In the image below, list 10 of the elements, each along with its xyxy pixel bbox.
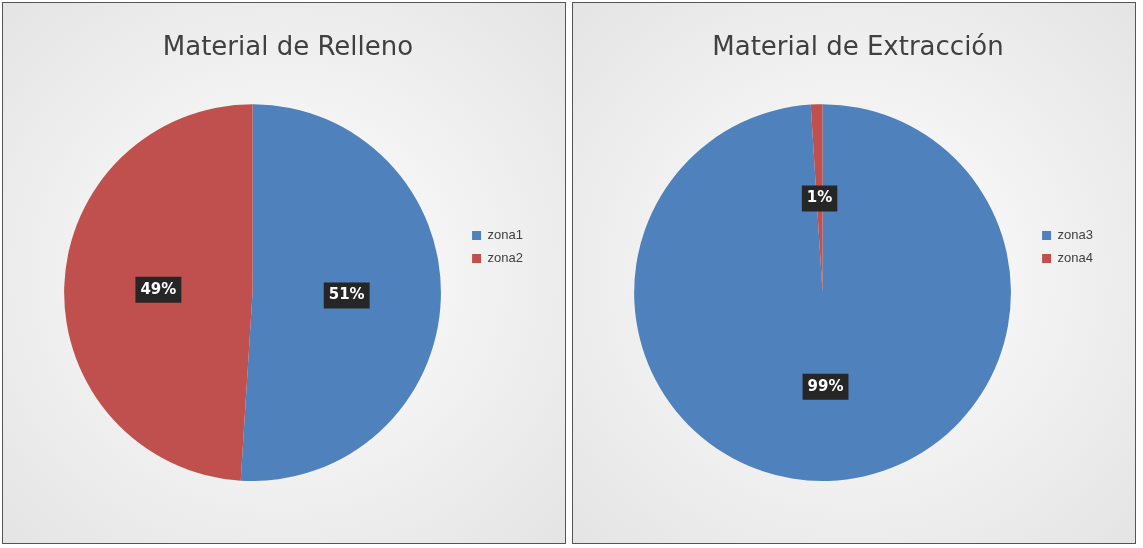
data-label: 1% [806, 188, 833, 207]
chart-title: Material de Extracción [712, 31, 1004, 62]
chart-title: Material de Relleno [162, 31, 414, 62]
legend-label: zona3 [1057, 227, 1093, 243]
data-label: 99% [807, 376, 844, 395]
data-label: 49% [140, 279, 177, 298]
legend-label: zona1 [487, 227, 523, 243]
data-label: 51% [328, 285, 365, 304]
legend-label: zona4 [1057, 250, 1093, 266]
legend-label: zona2 [487, 250, 523, 266]
